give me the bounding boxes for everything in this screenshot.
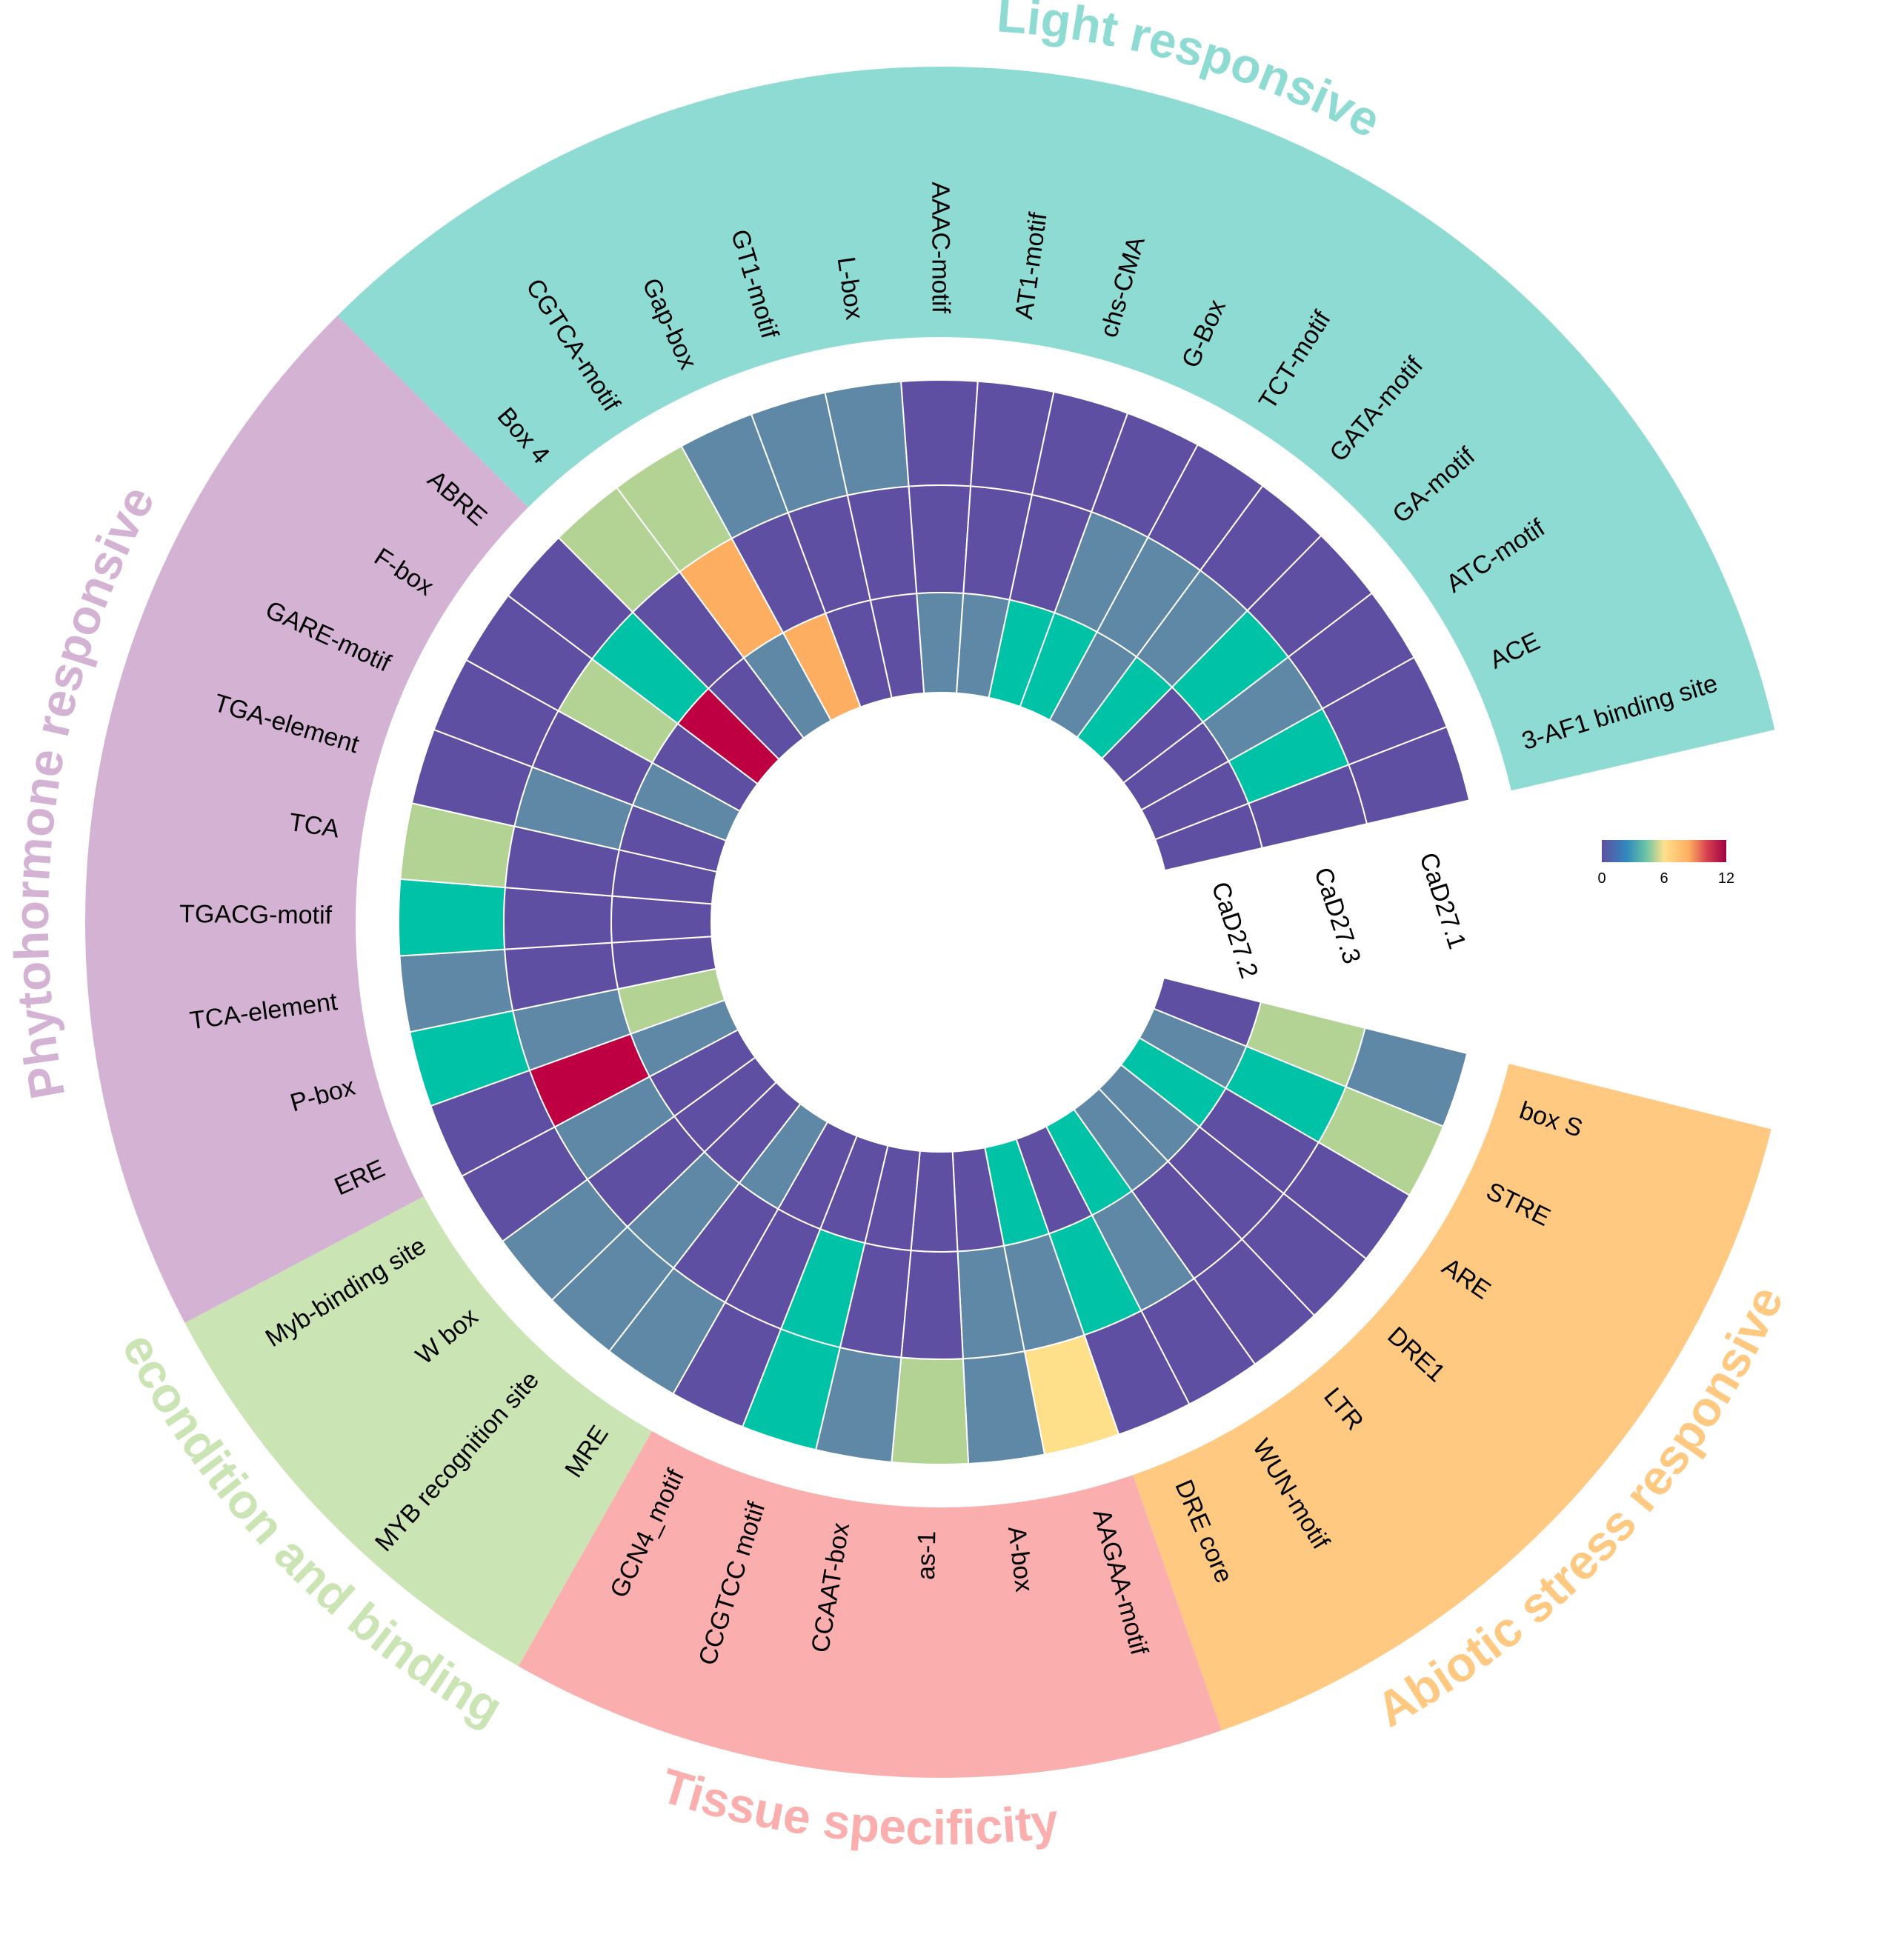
group-sector — [518, 1431, 1222, 1778]
group-sector — [1133, 1064, 1771, 1731]
color-legend: 0 6 12 — [1597, 840, 1734, 887]
gene-label: CaD27.2 — [1206, 879, 1264, 981]
legend-tick-mid: 6 — [1660, 870, 1668, 887]
heatmap-cell — [398, 878, 506, 957]
motif-label: as-1 — [912, 1530, 941, 1580]
motif-label: TGACG-motif — [179, 900, 333, 930]
heatmap-cell — [900, 1250, 964, 1360]
gene-label: CaD27.1 — [1414, 850, 1471, 953]
motif-label: AAAC-motif — [926, 181, 954, 313]
gene-label: CaD27.3 — [1308, 864, 1366, 967]
heatmap-cell — [916, 592, 965, 694]
heatmap-cell — [900, 379, 979, 487]
group-sectors — [84, 67, 1775, 1778]
gene-labels: CaD27.1 CaD27.3 CaD27.2 — [1206, 850, 1471, 982]
legend-tick-min: 0 — [1597, 870, 1605, 887]
group-sector — [337, 67, 1775, 791]
legend-color-bar — [1602, 840, 1726, 862]
heatmap-cell — [1154, 802, 1263, 872]
group-sector — [84, 315, 529, 1323]
heatmap-cell — [908, 484, 972, 595]
heatmap-cells — [398, 379, 1471, 1465]
heatmap-cell — [891, 1356, 970, 1465]
heatmap-cell — [503, 887, 613, 950]
legend-tick-max: 12 — [1718, 870, 1734, 887]
group-sector — [184, 1196, 652, 1667]
